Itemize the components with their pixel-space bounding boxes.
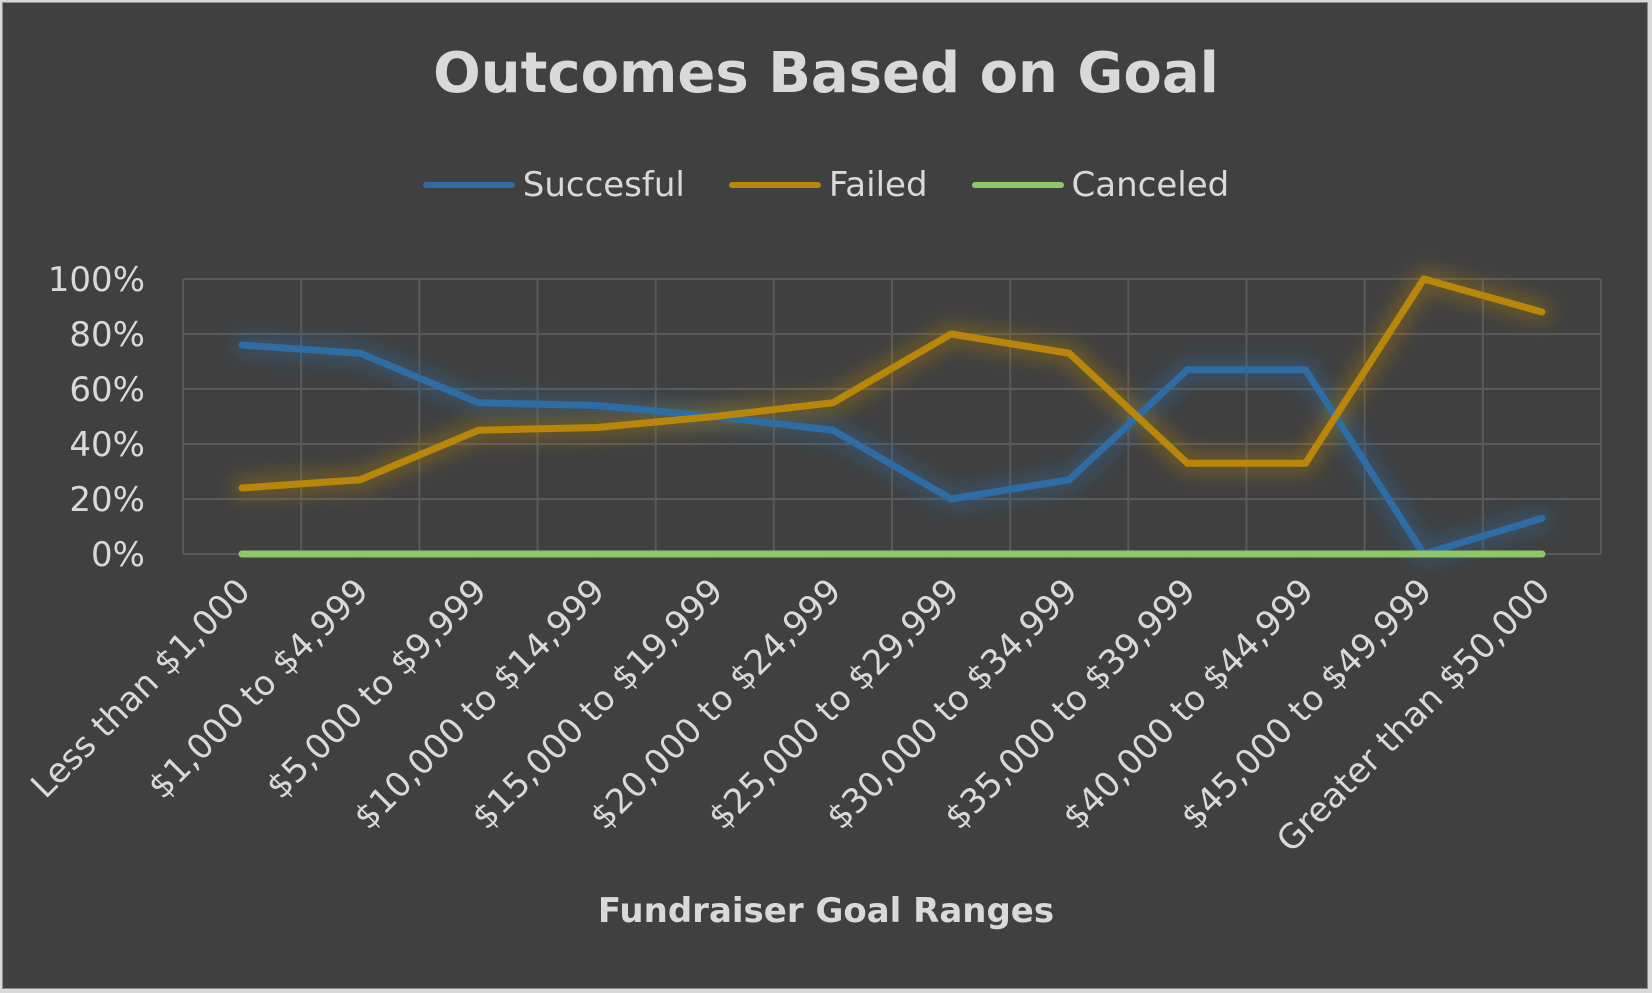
data-point-succesful: [474, 399, 482, 407]
data-point-succesful: [829, 426, 837, 434]
x-tick-label: Less than $1,000: [23, 571, 258, 806]
y-tick-label: 40%: [69, 425, 145, 465]
data-point-canceled: [829, 550, 837, 558]
data-point-canceled: [1065, 550, 1073, 558]
data-point-canceled: [1538, 550, 1546, 558]
legend-label-failed: Failed: [828, 165, 928, 205]
y-tick-label: 0%: [91, 535, 145, 575]
y-tick-label: 20%: [69, 480, 145, 520]
data-point-succesful: [1302, 366, 1310, 374]
legend-item-canceled: Canceled: [971, 165, 1230, 205]
legend-swatch-failed: [728, 182, 821, 188]
data-point-failed: [947, 330, 955, 338]
data-point-failed: [474, 426, 482, 434]
x-tick-label: $5,000 to $9,999: [259, 571, 495, 807]
data-point-succesful: [356, 349, 364, 357]
y-axis-tick-labels: 0% 20% 40% 60% 80% 100%: [48, 260, 145, 575]
legend-swatch-succesful: [422, 182, 515, 188]
legend-item-succesful: Succesful: [422, 165, 685, 205]
data-point-succesful: [947, 495, 955, 503]
data-point-succesful: [238, 341, 246, 349]
data-point-failed: [1065, 349, 1073, 357]
y-tick-label: 100%: [48, 260, 145, 300]
data-point-failed: [1538, 308, 1546, 316]
data-point-succesful: [593, 402, 601, 409]
data-point-failed: [1183, 459, 1191, 467]
data-point-canceled: [474, 550, 482, 558]
x-tick-label: $1,000 to $4,999: [141, 571, 377, 807]
data-point-failed: [238, 484, 246, 492]
legend-label-canceled: Canceled: [1071, 165, 1230, 205]
y-tick-label: 60%: [69, 370, 145, 410]
legend-item-failed: Failed: [728, 165, 928, 205]
data-point-canceled: [711, 550, 719, 558]
plot-area: 0% 20% 40% 60% 80% 100% Less than $1,000$1,00…: [23, 260, 1602, 860]
data-point-failed: [829, 399, 837, 407]
data-point-succesful: [1538, 514, 1546, 522]
data-point-canceled: [238, 550, 246, 558]
data-point-failed: [593, 424, 601, 431]
data-point-failed: [1302, 459, 1310, 467]
data-point-canceled: [356, 550, 364, 558]
data-point-succesful: [1065, 476, 1073, 484]
data-point-canceled: [947, 550, 955, 558]
x-axis-tick-labels: Less than $1,000$1,000 to $4,999$5,000 t…: [23, 571, 1558, 860]
legend: Succesful Failed Canceled: [3, 165, 1649, 205]
data-point-canceled: [1183, 550, 1191, 558]
data-point-failed: [1420, 275, 1428, 283]
series-lines: [238, 275, 1546, 558]
data-point-canceled: [1420, 550, 1428, 558]
series-line-succesful: [238, 341, 1546, 558]
legend-label-succesful: Succesful: [522, 165, 685, 205]
data-point-canceled: [593, 550, 601, 558]
data-point-succesful: [1183, 366, 1191, 374]
legend-swatch-canceled: [971, 182, 1064, 188]
y-tick-label: 80%: [69, 315, 145, 355]
series-line-failed: [238, 275, 1546, 492]
data-point-failed: [356, 476, 364, 484]
x-axis-title: Fundraiser Goal Ranges: [597, 891, 1055, 931]
data-point-canceled: [1302, 550, 1310, 558]
chart-title: Outcomes Based on Goal: [433, 41, 1219, 106]
data-point-failed: [711, 413, 719, 420]
